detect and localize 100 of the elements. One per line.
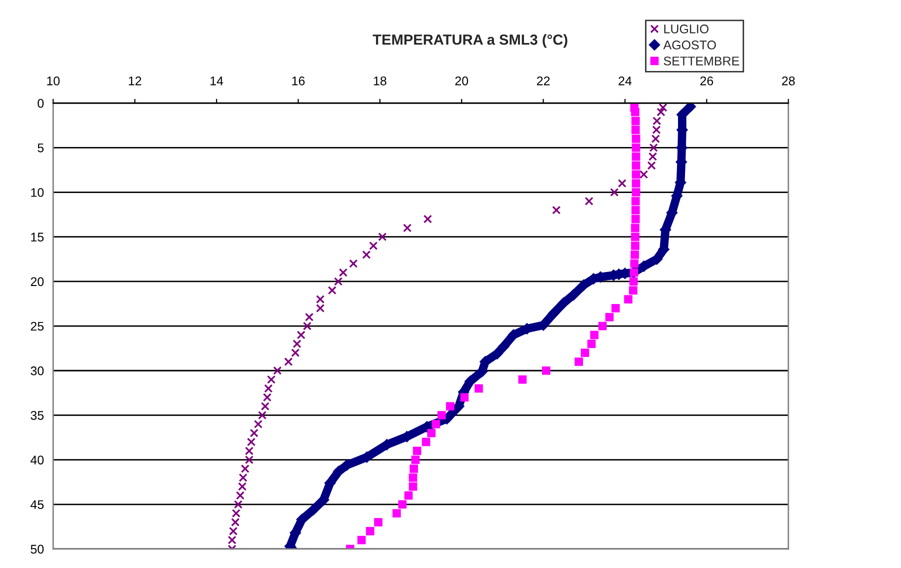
- point: [408, 473, 418, 482]
- point: [598, 322, 607, 330]
- point: [631, 108, 640, 116]
- x-tick-label: 12: [128, 76, 142, 86]
- point: [568, 288, 580, 301]
- x-tick-label: 10: [47, 76, 60, 86]
- point: [302, 322, 312, 330]
- point: [291, 348, 300, 358]
- x-tick-label: 26: [700, 76, 714, 86]
- point: [392, 509, 401, 518]
- x-tick-label: 28: [782, 76, 795, 86]
- y-tick-label: 45: [30, 500, 44, 510]
- y-tick-label: 0: [38, 98, 44, 108]
- point: [498, 340, 510, 352]
- y-tick-label: 30: [30, 366, 44, 376]
- point: [427, 428, 436, 438]
- y-tick-label: 40: [30, 456, 44, 464]
- y-tick-label: 10: [31, 188, 44, 197]
- point: [244, 455, 254, 464]
- point: [474, 384, 483, 393]
- point: [244, 446, 254, 456]
- point: [264, 384, 273, 393]
- point: [328, 286, 336, 295]
- point: [630, 259, 639, 268]
- point: [611, 304, 620, 312]
- x-tick-label: 20: [455, 76, 468, 86]
- point: [232, 508, 240, 518]
- point: [618, 179, 626, 188]
- y-tick-label: 35: [30, 411, 44, 420]
- point: [647, 161, 656, 170]
- point: [228, 536, 236, 544]
- point: [656, 108, 666, 116]
- y-tick-label: 15: [31, 232, 44, 242]
- point: [296, 330, 306, 340]
- legend-label: AGOSTO: [663, 40, 716, 50]
- point: [362, 250, 371, 259]
- point: [652, 126, 661, 134]
- point: [652, 116, 662, 126]
- point: [631, 214, 640, 224]
- point: [411, 456, 420, 464]
- point: [250, 428, 258, 438]
- point: [610, 188, 619, 197]
- point: [630, 250, 639, 259]
- point: [254, 420, 263, 428]
- point: [460, 393, 469, 402]
- point: [423, 214, 432, 224]
- point: [548, 308, 560, 320]
- point: [234, 500, 242, 509]
- point: [246, 438, 256, 446]
- y-tick-label: 5: [38, 144, 44, 152]
- point: [422, 438, 430, 446]
- point: [574, 358, 584, 366]
- y-tick-label: 50: [30, 544, 44, 554]
- point: [631, 206, 640, 214]
- point: [639, 170, 648, 179]
- point: [649, 143, 658, 152]
- point: [437, 411, 446, 420]
- point: [357, 536, 366, 544]
- y-tick-label: 20: [30, 277, 44, 286]
- point: [292, 340, 302, 348]
- point: [651, 134, 660, 144]
- point: [378, 232, 387, 242]
- point: [231, 518, 240, 527]
- point: [398, 500, 407, 509]
- point: [518, 375, 527, 384]
- point: [590, 330, 599, 340]
- point: [238, 473, 248, 482]
- point: [432, 420, 440, 428]
- point: [273, 366, 282, 375]
- point: [632, 188, 640, 196]
- point: [631, 126, 640, 134]
- legend-label: LUGLIO: [664, 24, 708, 34]
- x-tick-label: 22: [536, 76, 550, 86]
- point: [228, 526, 238, 536]
- point: [658, 103, 668, 112]
- point: [307, 504, 320, 516]
- point: [369, 241, 378, 250]
- legend-label: SETTEMBRE: [664, 56, 740, 66]
- point: [412, 446, 422, 456]
- point: [580, 348, 590, 357]
- point: [316, 294, 325, 304]
- point: [587, 340, 596, 348]
- point: [446, 402, 454, 410]
- point: [605, 312, 614, 322]
- point: [631, 197, 640, 206]
- point: [542, 366, 550, 375]
- y-tick-label: 25: [30, 322, 44, 331]
- point: [628, 286, 638, 295]
- point: [584, 196, 594, 206]
- point: [238, 482, 247, 491]
- point: [266, 375, 276, 384]
- point: [240, 464, 250, 474]
- point: [374, 518, 382, 526]
- point: [404, 491, 413, 500]
- point: [236, 491, 245, 500]
- point: [632, 170, 640, 179]
- point: [631, 224, 640, 232]
- point: [316, 304, 325, 313]
- point: [334, 277, 343, 286]
- point: [632, 152, 640, 161]
